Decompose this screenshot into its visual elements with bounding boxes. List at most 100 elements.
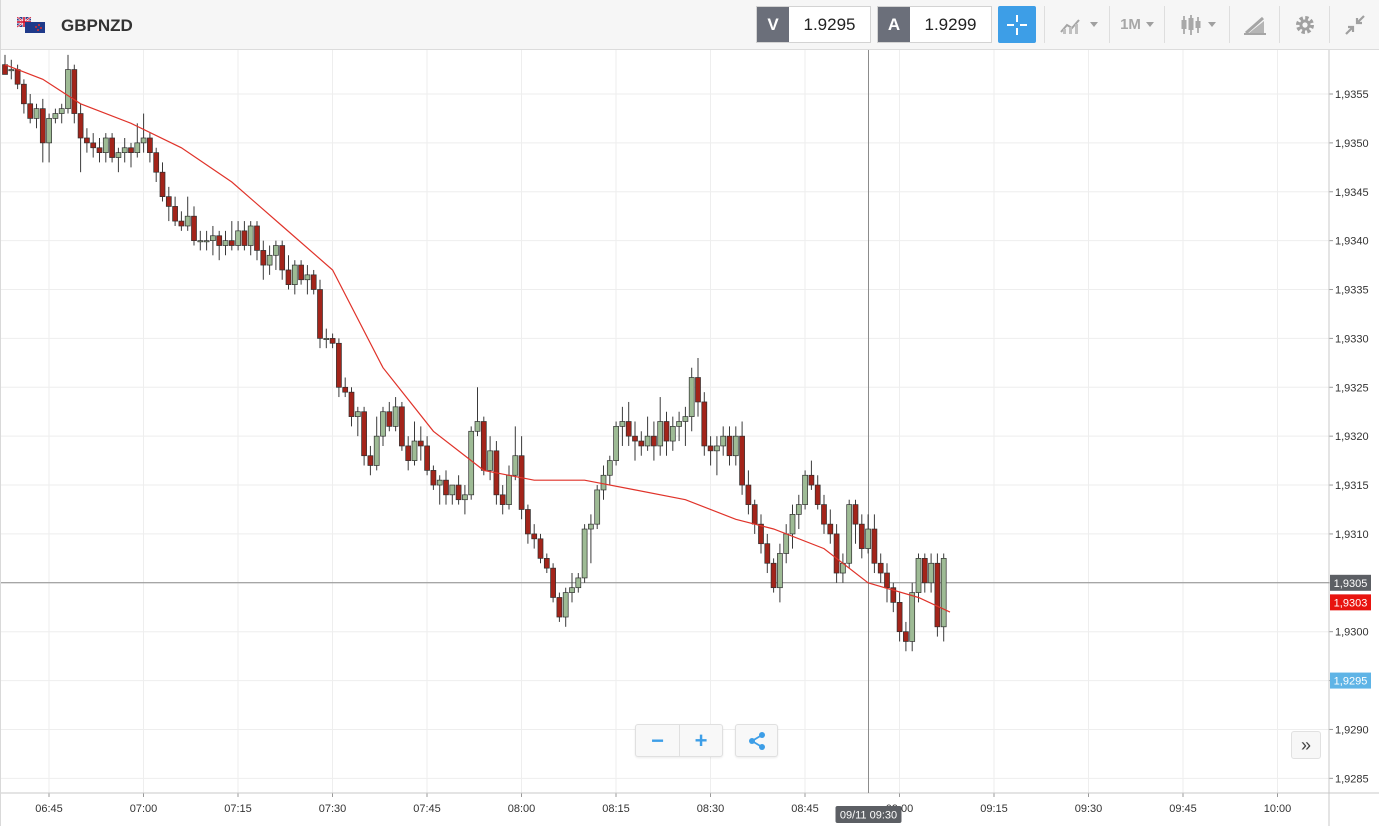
x-tick-label: 07:00	[130, 803, 158, 815]
collapse-button[interactable]	[1335, 6, 1375, 43]
candle-body	[499, 494, 506, 505]
zoom-out-button[interactable]: −	[651, 727, 664, 753]
candle-body	[506, 474, 512, 505]
candle-body	[695, 377, 701, 403]
toolbar-divider	[1109, 6, 1110, 43]
candle-body	[273, 245, 279, 256]
ask-price-box[interactable]: A 1.9299	[877, 6, 992, 43]
drawing-tools-button[interactable]	[1235, 6, 1275, 43]
candle-body	[814, 484, 821, 505]
bid-price-badge-text: 1,9295	[1334, 676, 1368, 688]
candle-body	[581, 528, 588, 579]
candlestick-type-button[interactable]	[1169, 6, 1225, 43]
scroll-to-latest-button[interactable]: »	[1291, 731, 1321, 759]
candle-body	[254, 225, 260, 251]
candle-body	[386, 411, 393, 427]
candle-body	[663, 421, 670, 442]
y-tick-label: 1,9300	[1335, 627, 1369, 639]
candle-body	[525, 509, 531, 535]
candle-body	[518, 455, 525, 510]
candle-body	[147, 137, 153, 154]
candle-body	[291, 264, 298, 285]
candle-body	[411, 440, 418, 461]
candle-body	[594, 489, 601, 525]
candle-body	[802, 474, 808, 505]
crosshair-price-badge	[1330, 574, 1371, 591]
candle-body	[770, 562, 777, 589]
candle-body	[373, 435, 380, 466]
price-chart[interactable]: 1,9355 1,9350 1,9345 1,9340 1,9335 1,9330 1,93…	[1, 50, 1379, 826]
candle-body	[669, 426, 676, 442]
candle-body	[865, 528, 871, 549]
x-tick-label: 08:15	[602, 803, 630, 815]
candle-body	[260, 250, 267, 266]
candle-body	[688, 377, 695, 417]
candle-body	[121, 147, 128, 154]
bid-price-box[interactable]: V 1.9295	[756, 6, 871, 43]
timeframe-button[interactable]: 1M	[1113, 6, 1161, 43]
candle-body	[751, 504, 758, 525]
bid-price-badge	[1330, 672, 1371, 689]
candle-body	[783, 533, 790, 554]
candle-body	[90, 142, 97, 149]
candle-body	[827, 523, 834, 535]
candle-body	[745, 484, 752, 505]
candle-body	[877, 562, 884, 574]
share-button[interactable]	[735, 724, 778, 757]
candle-body	[758, 523, 764, 545]
drawing-tools-icon	[1244, 16, 1266, 35]
chart-type-button[interactable]	[1051, 6, 1106, 43]
candle-body	[871, 528, 878, 564]
zoom-in-button[interactable]: +	[679, 725, 722, 756]
candle-body	[436, 479, 443, 486]
symbol-title[interactable]: GBPNZD	[61, 16, 133, 35]
candle-body	[310, 274, 317, 290]
toolbar-divider	[1164, 6, 1165, 43]
candle-body	[909, 592, 916, 642]
candle-body	[279, 245, 286, 271]
candle-body	[241, 230, 248, 246]
candle-body	[424, 445, 430, 471]
candle-body	[531, 533, 538, 540]
candle-body	[285, 269, 292, 285]
candle-body	[537, 538, 544, 559]
candle-body	[575, 577, 582, 589]
candle-body	[651, 435, 657, 447]
candle-body	[682, 416, 689, 422]
y-tick-label: 1,9340	[1335, 236, 1369, 248]
candle-body	[644, 435, 651, 447]
x-tick-label: 08:30	[697, 803, 725, 815]
toolbar-divider	[1229, 6, 1230, 43]
candle-body	[165, 196, 172, 207]
candle-body	[821, 504, 827, 525]
candle-body	[46, 118, 52, 144]
x-tick-label: 09:45	[1169, 803, 1197, 815]
gb-nz-flag-icon	[17, 17, 45, 33]
candle-body	[417, 440, 424, 447]
candle-body	[405, 445, 412, 461]
toolbar-divider	[1279, 6, 1280, 43]
x-tick-label: 09:30	[1075, 803, 1103, 815]
candle-body	[342, 386, 349, 393]
candle-body	[39, 108, 46, 144]
candle-body	[184, 215, 191, 227]
candle-body	[550, 567, 556, 598]
y-tick-label: 1,9315	[1335, 480, 1369, 492]
candle-body	[726, 435, 733, 457]
candle-body	[556, 597, 563, 618]
share-icon	[748, 731, 765, 750]
candle-body	[455, 484, 462, 501]
ask-value: 1.9299	[924, 14, 977, 34]
candle-body	[304, 274, 311, 281]
candle-body	[203, 240, 210, 243]
candle-body	[600, 474, 607, 491]
candle-body	[52, 113, 59, 119]
candle-body	[701, 401, 708, 447]
candle-body	[380, 411, 386, 437]
candle-body	[361, 411, 367, 457]
candle-body	[216, 235, 223, 246]
last-price-badge	[1330, 594, 1371, 611]
crosshair-button[interactable]	[998, 6, 1036, 43]
y-tick-label: 1,9350	[1335, 138, 1369, 150]
settings-button[interactable]	[1285, 6, 1325, 43]
